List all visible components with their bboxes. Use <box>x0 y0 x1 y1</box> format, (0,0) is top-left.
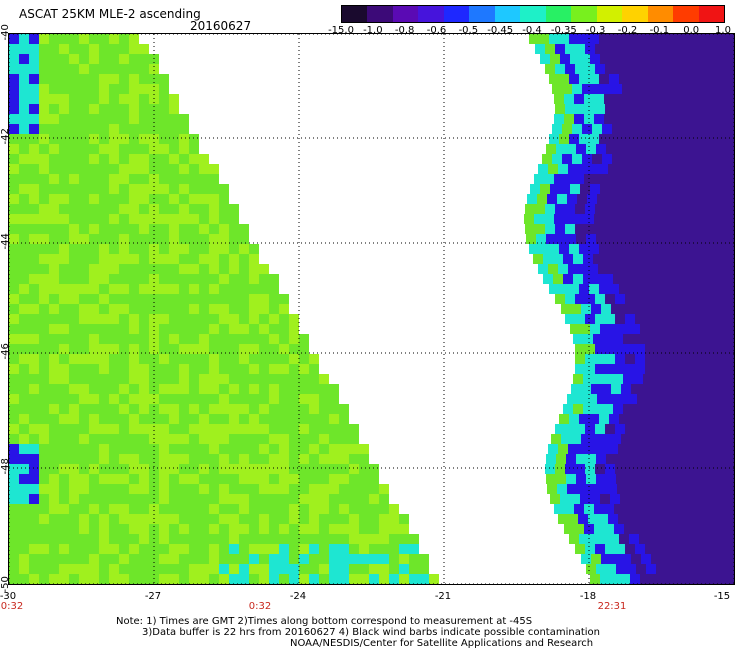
colorbar-segment <box>673 6 699 22</box>
colorbar-label: -0.1 <box>649 25 670 36</box>
note-line-2: 3)Data buffer is 22 hrs from 20160627 4)… <box>142 627 600 638</box>
colorbar-segment <box>596 6 623 22</box>
lat-label: -48 <box>0 458 11 475</box>
colorbar-segment <box>622 6 648 22</box>
lat-label: -40 <box>0 24 11 41</box>
lon-label: -21 <box>434 591 452 602</box>
colorbar-label: -0.2 <box>617 25 638 36</box>
colorbar-segment <box>418 6 444 22</box>
colorbar-segment <box>367 6 393 22</box>
note-line-1: Note: 1) Times are GMT 2)Times along bot… <box>116 616 533 627</box>
lon-label: -24 <box>289 591 307 602</box>
colorbar-label: 1.0 <box>715 25 731 36</box>
colorbar-label: -0.6 <box>426 25 447 36</box>
colorbar-label: -0.45 <box>487 25 514 36</box>
colorbar-segment <box>698 6 725 22</box>
colorbar-segment <box>647 6 674 22</box>
colorbar-segment <box>571 6 597 22</box>
swath-map <box>8 33 735 585</box>
lon-label: -18 <box>579 591 597 602</box>
swath-left <box>9 34 439 584</box>
lat-lon-grid <box>9 34 734 584</box>
colorbar-segment <box>545 6 572 22</box>
colorbar-segment <box>342 6 368 22</box>
note-line-3: NOAA/NESDIS/Center for Satellite Applica… <box>290 638 594 649</box>
colorbar-labels: -15.0 -1.0 -0.8 -0.6 -0.5 -0.45 -0.4 -0.35 -0.3-… <box>328 25 735 37</box>
colorbar-label: 0.0 <box>683 25 700 36</box>
lon-label: -15 <box>713 591 731 602</box>
colorbar-label: -15.0 <box>328 25 354 36</box>
colorbar-label: -0.35 <box>550 25 577 36</box>
lon-label: -30 <box>0 591 17 602</box>
colorbar-label: -0.5 <box>458 25 479 36</box>
time-label: 22:31 <box>597 601 627 612</box>
lon-label: -27 <box>144 591 162 602</box>
colorbar <box>341 5 725 23</box>
lat-label: -42 <box>0 128 11 145</box>
colorbar-segment <box>469 6 495 22</box>
lat-label: -44 <box>0 233 11 250</box>
colorbar-segment <box>494 6 521 22</box>
colorbar-label: -0.3 <box>585 25 606 36</box>
colorbar-label: -0.8 <box>394 25 415 36</box>
swath-right <box>524 34 734 584</box>
time-label: 0:32 <box>248 601 272 612</box>
colorbar-segment <box>443 6 470 22</box>
product-date: 20160627 <box>190 19 252 33</box>
colorbar-label: -0.4 <box>522 25 542 36</box>
colorbar-segment <box>392 6 419 22</box>
colorbar-segment <box>520 6 546 22</box>
product-title: ASCAT 25KM MLE-2 ascending <box>19 7 201 21</box>
swath-map-canvas <box>9 34 734 584</box>
colorbar-label: -1.0 <box>363 25 383 36</box>
time-label: 0:32 <box>0 601 24 612</box>
lat-label: -46 <box>0 343 11 360</box>
